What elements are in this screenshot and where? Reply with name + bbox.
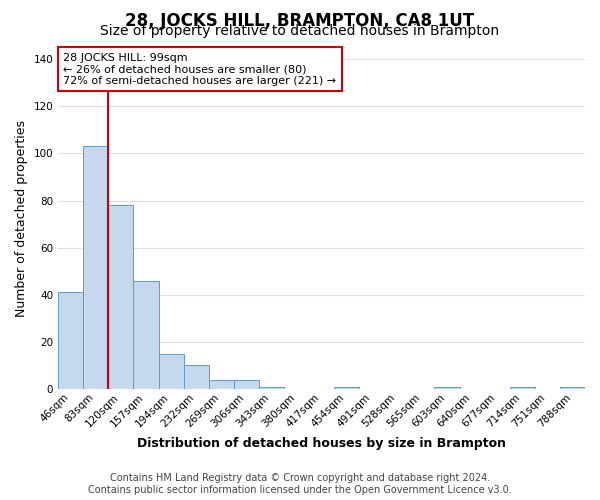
Bar (158, 354, 184, 389)
Y-axis label: Number of detached properties: Number of detached properties (15, 120, 28, 317)
Bar (510, 386, 535, 389)
Bar (234, 380, 259, 389)
Text: Size of property relative to detached houses in Brampton: Size of property relative to detached ho… (100, 24, 500, 38)
Text: Contains HM Land Registry data © Crown copyright and database right 2024.
Contai: Contains HM Land Registry data © Crown c… (88, 474, 512, 495)
Text: 28 JOCKS HILL: 99sqm
← 26% of detached houses are smaller (80)
72% of semi-detac: 28 JOCKS HILL: 99sqm ← 26% of detached h… (64, 52, 337, 86)
Bar (334, 386, 359, 389)
Bar (209, 380, 234, 389)
Bar (133, 280, 158, 389)
Bar (259, 386, 284, 389)
Bar (109, 206, 133, 389)
Text: 28, JOCKS HILL, BRAMPTON, CA8 1UT: 28, JOCKS HILL, BRAMPTON, CA8 1UT (125, 12, 475, 30)
Bar (83, 146, 109, 389)
Bar (434, 386, 460, 389)
Bar (184, 366, 209, 389)
Bar (58, 292, 83, 389)
X-axis label: Distribution of detached houses by size in Brampton: Distribution of detached houses by size … (137, 437, 506, 450)
Bar (560, 386, 585, 389)
